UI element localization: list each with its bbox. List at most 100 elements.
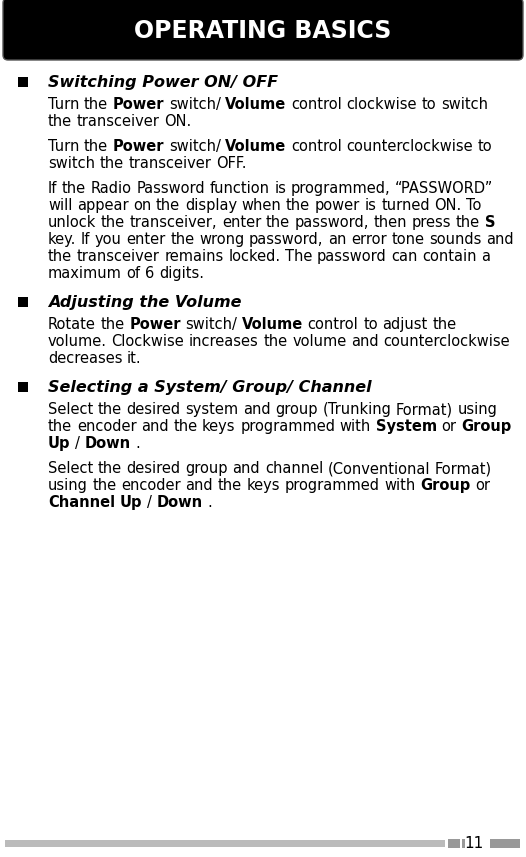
Bar bbox=[18, 297, 28, 307]
Text: If: If bbox=[81, 232, 90, 247]
Text: the: the bbox=[84, 139, 108, 154]
Text: (Conventional: (Conventional bbox=[328, 461, 430, 476]
Text: Rotate: Rotate bbox=[48, 317, 96, 332]
Text: appear: appear bbox=[77, 198, 129, 213]
Text: with: with bbox=[385, 478, 416, 493]
Text: and: and bbox=[486, 232, 513, 247]
Text: and: and bbox=[232, 461, 260, 476]
Text: If: If bbox=[48, 181, 57, 196]
Text: it.: it. bbox=[127, 351, 141, 366]
Text: using: using bbox=[458, 402, 498, 417]
Text: counterclockwise: counterclockwise bbox=[347, 139, 473, 154]
Text: an: an bbox=[328, 232, 347, 247]
Text: volume.: volume. bbox=[48, 334, 107, 349]
Text: switch: switch bbox=[441, 97, 488, 112]
Text: the: the bbox=[84, 97, 108, 112]
Text: desired: desired bbox=[127, 402, 181, 417]
Text: adjust: adjust bbox=[382, 317, 428, 332]
Text: password,: password, bbox=[295, 215, 369, 230]
Text: and: and bbox=[243, 402, 271, 417]
Text: password,: password, bbox=[249, 232, 323, 247]
Text: with: with bbox=[340, 419, 371, 434]
Text: switch/: switch/ bbox=[169, 139, 221, 154]
Text: to: to bbox=[363, 317, 378, 332]
Text: encoder: encoder bbox=[77, 419, 136, 434]
Text: the: the bbox=[286, 198, 310, 213]
Text: Down: Down bbox=[85, 436, 131, 451]
Text: of: of bbox=[126, 266, 140, 281]
Text: will: will bbox=[48, 198, 73, 213]
FancyBboxPatch shape bbox=[3, 0, 523, 60]
Text: the: the bbox=[48, 419, 72, 434]
Text: wrong: wrong bbox=[199, 232, 245, 247]
Text: S: S bbox=[484, 215, 495, 230]
Text: Power: Power bbox=[113, 97, 164, 112]
Text: the: the bbox=[456, 215, 480, 230]
Text: Power: Power bbox=[129, 317, 181, 332]
Text: the: the bbox=[218, 478, 242, 493]
Text: is: is bbox=[365, 198, 377, 213]
Text: the: the bbox=[98, 402, 122, 417]
Bar bbox=[462, 839, 465, 848]
Text: group: group bbox=[276, 402, 318, 417]
Text: system: system bbox=[185, 402, 238, 417]
Text: clockwise: clockwise bbox=[347, 97, 417, 112]
Text: or: or bbox=[475, 478, 490, 493]
Text: “PASSWORD”: “PASSWORD” bbox=[395, 181, 493, 196]
Text: is: is bbox=[274, 181, 286, 196]
Text: the: the bbox=[266, 215, 290, 230]
Text: control: control bbox=[308, 317, 359, 332]
Text: Password: Password bbox=[136, 181, 205, 196]
Text: the: the bbox=[62, 181, 86, 196]
Text: Volume: Volume bbox=[225, 97, 287, 112]
Text: the: the bbox=[170, 232, 195, 247]
Text: to: to bbox=[478, 139, 492, 154]
Text: transceiver: transceiver bbox=[77, 114, 159, 129]
Text: control: control bbox=[291, 97, 342, 112]
Text: increases: increases bbox=[189, 334, 259, 349]
Text: to: to bbox=[422, 97, 437, 112]
Text: the: the bbox=[156, 198, 180, 213]
Text: keys: keys bbox=[247, 478, 280, 493]
Text: The: The bbox=[285, 249, 312, 264]
Text: programmed,: programmed, bbox=[291, 181, 390, 196]
Text: OPERATING BASICS: OPERATING BASICS bbox=[134, 19, 392, 43]
Text: 11: 11 bbox=[464, 836, 483, 852]
Text: To: To bbox=[466, 198, 482, 213]
Text: keys: keys bbox=[202, 419, 236, 434]
Text: the: the bbox=[264, 334, 288, 349]
Text: the: the bbox=[101, 215, 125, 230]
Text: Select: Select bbox=[48, 402, 93, 417]
Text: /: / bbox=[147, 495, 151, 510]
Text: and: and bbox=[186, 478, 213, 493]
Text: (Trunking: (Trunking bbox=[322, 402, 391, 417]
Text: password: password bbox=[317, 249, 387, 264]
Text: .: . bbox=[135, 436, 140, 451]
Text: Volume: Volume bbox=[225, 139, 287, 154]
Text: Down: Down bbox=[156, 495, 203, 510]
Text: function: function bbox=[210, 181, 270, 196]
Text: counterclockwise: counterclockwise bbox=[383, 334, 510, 349]
Text: transceiver: transceiver bbox=[128, 156, 211, 171]
Text: press: press bbox=[412, 215, 451, 230]
Text: OFF.: OFF. bbox=[216, 156, 246, 171]
Text: the: the bbox=[98, 461, 122, 476]
Bar bbox=[448, 839, 460, 848]
Text: tone: tone bbox=[391, 232, 424, 247]
Text: switch: switch bbox=[48, 156, 95, 171]
Text: and: and bbox=[141, 419, 169, 434]
Text: when: when bbox=[241, 198, 281, 213]
Text: programmed: programmed bbox=[285, 478, 380, 493]
Text: System: System bbox=[376, 419, 437, 434]
Text: the: the bbox=[48, 249, 72, 264]
Text: and: and bbox=[351, 334, 379, 349]
Text: sounds: sounds bbox=[429, 232, 481, 247]
Text: can: can bbox=[391, 249, 418, 264]
Text: maximum: maximum bbox=[48, 266, 122, 281]
Text: Format): Format) bbox=[396, 402, 453, 417]
Text: Clockwise: Clockwise bbox=[112, 334, 185, 349]
Text: ON.: ON. bbox=[434, 198, 462, 213]
Text: digits.: digits. bbox=[159, 266, 204, 281]
Text: or: or bbox=[441, 419, 457, 434]
Text: ON.: ON. bbox=[164, 114, 191, 129]
